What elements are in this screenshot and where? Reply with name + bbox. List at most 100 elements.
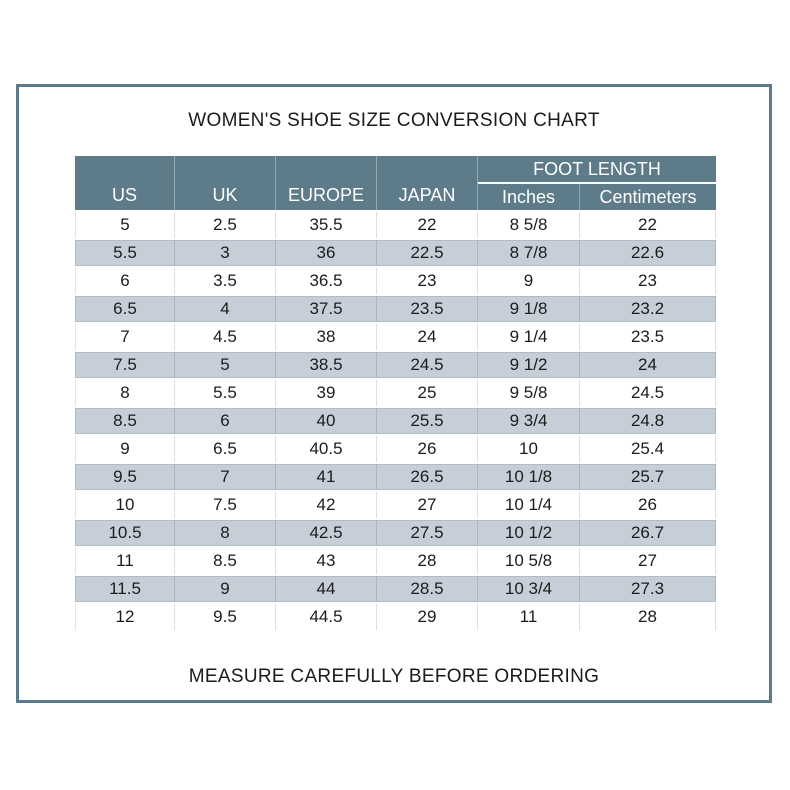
conversion-table: US UK EUROPE JAPAN FOOT LENGTH Inches Ce… <box>75 154 716 632</box>
cell: 5.5 <box>175 380 276 406</box>
cell: 25.4 <box>580 436 716 462</box>
chart-title: WOMEN'S SHOE SIZE CONVERSION CHART <box>188 110 600 131</box>
cell: 6.5 <box>175 436 276 462</box>
cell: 26.7 <box>580 520 716 546</box>
table-row: 7 4.5 38 24 9 1/4 23.5 <box>75 324 716 350</box>
column-header-uk: UK <box>175 156 276 210</box>
cell: 4 <box>175 296 276 322</box>
cell: 10 1/8 <box>478 464 580 490</box>
column-header-inches: Inches <box>478 184 580 210</box>
cell: 29 <box>377 604 478 630</box>
cell: 12 <box>75 604 175 630</box>
cell: 42 <box>276 492 377 518</box>
cell: 6 <box>175 408 276 434</box>
cell: 3.5 <box>175 268 276 294</box>
table-row: 5.5 3 36 22.5 8 7/8 22.6 <box>75 240 716 266</box>
cell: 38 <box>276 324 377 350</box>
cell: 23.5 <box>377 296 478 322</box>
cell: 9.5 <box>175 604 276 630</box>
cell: 27.3 <box>580 576 716 602</box>
table-row: 10.5 8 42.5 27.5 10 1/2 26.7 <box>75 520 716 546</box>
cell: 11 <box>75 548 175 574</box>
cell: 24 <box>377 324 478 350</box>
cell: 22 <box>377 212 478 238</box>
cell: 25.5 <box>377 408 478 434</box>
table-row: 8.5 6 40 25.5 9 3/4 24.8 <box>75 408 716 434</box>
cell: 24 <box>580 352 716 378</box>
cell: 10 1/4 <box>478 492 580 518</box>
cell: 24.5 <box>580 380 716 406</box>
table-row: 11.5 9 44 28.5 10 3/4 27.3 <box>75 576 716 602</box>
cell: 11.5 <box>75 576 175 602</box>
chart-frame: WOMEN'S SHOE SIZE CONVERSION CHART US UK… <box>16 84 772 703</box>
cell: 6.5 <box>75 296 175 322</box>
cell: 6 <box>75 268 175 294</box>
cell: 3 <box>175 240 276 266</box>
cell: 25.7 <box>580 464 716 490</box>
table-row: 8 5.5 39 25 9 5/8 24.5 <box>75 380 716 406</box>
column-header-us: US <box>75 156 175 210</box>
cell: 40 <box>276 408 377 434</box>
cell: 41 <box>276 464 377 490</box>
cell: 28 <box>377 548 478 574</box>
cell: 27 <box>377 492 478 518</box>
cell: 44.5 <box>276 604 377 630</box>
cell: 5.5 <box>75 240 175 266</box>
cell: 8.5 <box>75 408 175 434</box>
table-header: US UK EUROPE JAPAN FOOT LENGTH Inches Ce… <box>75 156 716 210</box>
cell: 24.8 <box>580 408 716 434</box>
table-row: 9.5 7 41 26.5 10 1/8 25.7 <box>75 464 716 490</box>
cell: 9 5/8 <box>478 380 580 406</box>
cell: 9 <box>75 436 175 462</box>
cell: 37.5 <box>276 296 377 322</box>
cell: 4.5 <box>175 324 276 350</box>
cell: 2.5 <box>175 212 276 238</box>
cell: 10 <box>478 436 580 462</box>
table-row: 6.5 4 37.5 23.5 9 1/8 23.2 <box>75 296 716 322</box>
table-body: 5 2.5 35.5 22 8 5/8 22 5.5 3 36 22.5 8 7/8 22.6 6 3.5… <box>75 212 716 630</box>
cell: 23 <box>580 268 716 294</box>
cell: 9 1/4 <box>478 324 580 350</box>
cell: 23.2 <box>580 296 716 322</box>
cell: 22.6 <box>580 240 716 266</box>
cell: 26.5 <box>377 464 478 490</box>
cell: 10 1/2 <box>478 520 580 546</box>
cell: 25 <box>377 380 478 406</box>
cell: 22 <box>580 212 716 238</box>
cell: 36.5 <box>276 268 377 294</box>
table-row: 5 2.5 35.5 22 8 5/8 22 <box>75 212 716 238</box>
cell: 27.5 <box>377 520 478 546</box>
table-row: 6 3.5 36.5 23 9 23 <box>75 268 716 294</box>
cell: 8 <box>75 380 175 406</box>
cell: 9 1/2 <box>478 352 580 378</box>
cell: 40.5 <box>276 436 377 462</box>
cell: 5 <box>175 352 276 378</box>
cell: 26 <box>377 436 478 462</box>
cell: 7 <box>75 324 175 350</box>
cell: 35.5 <box>276 212 377 238</box>
cell: 8 5/8 <box>478 212 580 238</box>
cell: 10 <box>75 492 175 518</box>
cell: 9 <box>175 576 276 602</box>
cell: 7.5 <box>175 492 276 518</box>
cell: 10 5/8 <box>478 548 580 574</box>
cell: 44 <box>276 576 377 602</box>
table-container: US UK EUROPE JAPAN FOOT LENGTH Inches Ce… <box>75 154 716 632</box>
table-row: 9 6.5 40.5 26 10 25.4 <box>75 436 716 462</box>
column-header-centimeters: Centimeters <box>580 184 716 210</box>
cell: 28.5 <box>377 576 478 602</box>
column-group-foot-length: FOOT LENGTH <box>478 156 716 182</box>
cell: 27 <box>580 548 716 574</box>
cell: 22.5 <box>377 240 478 266</box>
cell: 9.5 <box>75 464 175 490</box>
cell: 9 1/8 <box>478 296 580 322</box>
cell: 5 <box>75 212 175 238</box>
cell: 23.5 <box>580 324 716 350</box>
cell: 38.5 <box>276 352 377 378</box>
cell: 43 <box>276 548 377 574</box>
cell: 7 <box>175 464 276 490</box>
cell: 8 7/8 <box>478 240 580 266</box>
cell: 10.5 <box>75 520 175 546</box>
table-row: 11 8.5 43 28 10 5/8 27 <box>75 548 716 574</box>
